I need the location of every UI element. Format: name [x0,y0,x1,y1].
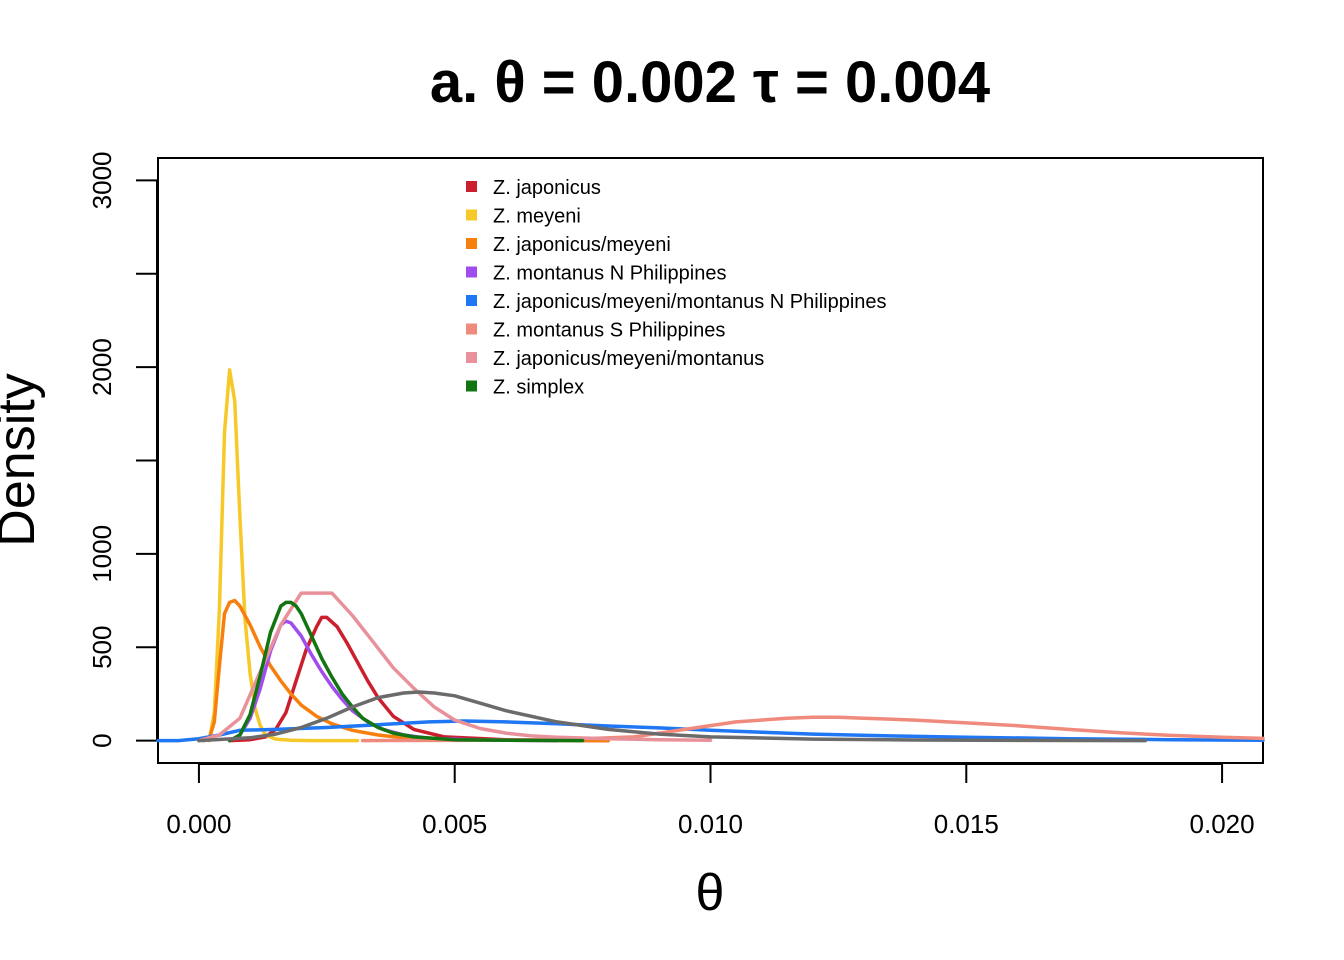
legend-label: Z. japonicus/meyeni/montanus N Philippin… [493,291,887,313]
y-axis-label: Density [0,373,46,546]
series-line-z-japonicus-meyeni [202,598,610,743]
x-axis: 0.000 0.005 0.010 0.015 0.020 [166,763,1255,839]
series-line-z-simplex [227,600,585,743]
legend-swatch [466,238,477,249]
x-axis-label: θ [696,864,725,922]
legend-label: Z. japonicus/meyeni/montanus [493,348,764,370]
legend-swatch [466,266,477,278]
series-layer [156,368,1265,743]
y-tick-label: 1000 [87,525,117,583]
x-tick-label: 0.020 [1190,809,1255,839]
legend: Z. japonicus Z. meyeni Z. japonicus/meyeni… [466,177,887,399]
y-tick-label: 3000 [87,151,117,209]
series-line-z-japonicus-meyeni-montanus-n-philippines [156,719,1265,743]
legend-label: Z. japonicus [493,177,601,199]
series-line-unnamed [197,690,1148,743]
legend-swatch [466,380,477,392]
x-tick-label: 0.010 [678,809,743,839]
legend-swatch [466,352,477,363]
legend-swatch [466,181,477,192]
x-tick-label: 0.000 [166,809,231,839]
legend-label: Z. montanus S Philippines [493,320,725,342]
x-tick-label: 0.015 [934,809,999,839]
chart-title: a. θ = 0.002 τ = 0.004 [430,50,990,115]
x-tick-label: 0.005 [422,809,487,839]
series-line-z-meyeni [207,368,360,743]
legend-label: Z. montanus N Philippines [493,263,726,285]
y-tick-label: 0 [87,733,117,747]
legend-swatch [466,323,477,335]
y-tick-label: 2000 [87,338,117,396]
legend-swatch [466,209,477,221]
y-tick-label: 500 [87,626,117,669]
y-axis: 0 500 1000 2000 3000 [87,151,158,748]
legend-label: Z. simplex [493,377,584,399]
legend-label: Z. meyeni [493,206,581,228]
series-line-z-japonicus [227,615,610,743]
legend-label: Z. japonicus/meyeni [493,234,671,256]
legend-swatch [466,295,477,306]
